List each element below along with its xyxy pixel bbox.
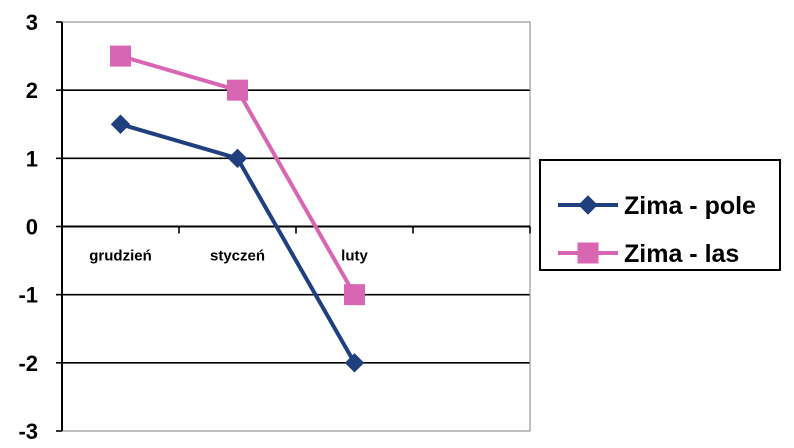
y-tick-label: -2 xyxy=(18,351,38,376)
y-tick-labels: -3 -2 -1 0 1 2 3 xyxy=(18,10,38,444)
series-1 xyxy=(110,114,365,373)
legend: Zima - pole Zima - las xyxy=(539,159,781,271)
category-label: luty xyxy=(341,248,368,265)
legend-marker xyxy=(577,242,599,264)
data-point xyxy=(227,79,248,101)
y-tick-label: -3 xyxy=(18,419,38,443)
data-point xyxy=(227,148,248,169)
legend-label: Zima - pole xyxy=(624,192,756,220)
data-point xyxy=(110,114,131,134)
y-tick-label: -1 xyxy=(18,283,38,308)
data-point xyxy=(344,284,365,306)
legend-marker xyxy=(578,195,598,215)
category-label: grudzień xyxy=(89,248,152,265)
axes xyxy=(56,21,531,432)
y-tick-label: 1 xyxy=(26,146,38,171)
legend-entry: Zima - las xyxy=(558,240,739,268)
data-point xyxy=(344,353,365,373)
y-tick-label: 0 xyxy=(26,215,38,240)
category-labels: grudzień styczeń luty xyxy=(89,248,368,265)
legend-label: Zima - las xyxy=(624,240,739,268)
data-point xyxy=(110,45,131,67)
series-lines xyxy=(110,45,365,373)
y-tick-label: 2 xyxy=(26,78,38,103)
category-label: styczeń xyxy=(210,248,265,265)
y-tick-label: 3 xyxy=(26,10,38,35)
legend-entry: Zima - pole xyxy=(558,192,756,220)
series-2 xyxy=(110,45,365,306)
